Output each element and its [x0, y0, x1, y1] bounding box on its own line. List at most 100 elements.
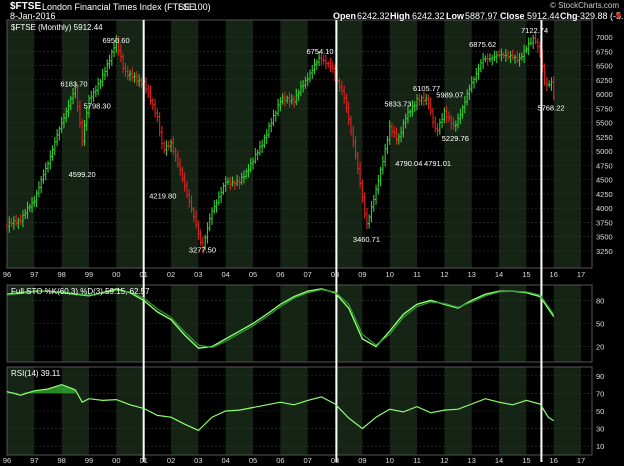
y-tick-label: 6500 — [596, 62, 613, 71]
price-annotation: 5768.22 — [537, 103, 564, 112]
y-tick-label: 5500 — [596, 119, 613, 128]
x-tick-label: 09 — [358, 270, 366, 279]
rsi-overbought-fill — [7, 384, 76, 394]
rsi-panel-title: RSI(14) 39.11 — [11, 369, 61, 378]
stochastic-panel-title: Full STO %K(60,3) %D(3) 59.15, 62.57 — [11, 287, 150, 296]
x-tick-label-bottom: 17 — [577, 456, 585, 465]
high-value: 6242.32 — [412, 11, 445, 21]
low-label: Low — [446, 11, 464, 21]
price-annotation: 6754.10 — [306, 47, 333, 56]
x-tick-label: 01 — [140, 270, 148, 279]
x-tick-label-bottom: 06 — [276, 456, 284, 465]
y-tick-label: 5250 — [596, 133, 613, 142]
y-tick-label: 4250 — [596, 190, 613, 199]
symbol-label: $FTSE — [10, 1, 42, 12]
price-annotation: 6183.70 — [60, 80, 87, 89]
price-annotation: 5798.30 — [84, 102, 111, 111]
down-arrow-icon: ▼ — [614, 11, 623, 21]
price-panel-title: $FTSE (Monthly) 5912.44 — [11, 23, 103, 32]
year-band — [7, 20, 35, 268]
rsi-line — [6, 383, 555, 432]
close-label: Close — [500, 11, 525, 21]
x-tick-label-bottom: 97 — [30, 456, 38, 465]
x-tick-label: 08 — [331, 270, 339, 279]
y-tick-label: 20 — [596, 343, 604, 352]
price-annotation: 6950.60 — [103, 36, 130, 45]
x-tick-label: 06 — [276, 270, 284, 279]
x-tick-label: 03 — [194, 270, 202, 279]
y-tick-label: 6250 — [596, 76, 613, 85]
price-annotation: 4599.20 — [69, 170, 96, 179]
y-tick-label: 10 — [596, 442, 604, 451]
year-band — [553, 20, 582, 268]
x-tick-label-bottom: 01 — [140, 456, 148, 465]
x-tick-label: 10 — [386, 270, 394, 279]
x-tick-label-bottom: 11 — [413, 456, 421, 465]
open-label: Open — [333, 11, 357, 21]
x-tick-label-bottom: 15 — [522, 456, 530, 465]
price-annotation: 4790.04 — [395, 159, 422, 168]
y-tick-label: 6750 — [596, 47, 613, 56]
y-tick-label: 5000 — [596, 147, 613, 156]
x-tick-label-bottom: 07 — [304, 456, 312, 465]
open-value: 6242.32 — [357, 11, 390, 21]
y-tick-label: 4000 — [596, 204, 613, 213]
x-tick-label: 12 — [440, 270, 448, 279]
x-tick-label-bottom: 99 — [85, 456, 93, 465]
x-tick-label: 15 — [522, 270, 530, 279]
y-tick-label: 5750 — [596, 104, 613, 113]
x-tick-label-bottom: 14 — [495, 456, 503, 465]
x-tick-label: 98 — [58, 270, 66, 279]
x-tick-label-bottom: 05 — [249, 456, 257, 465]
x-tick-label: 05 — [249, 270, 257, 279]
y-tick-label: 80 — [596, 296, 604, 305]
x-tick-label: 97 — [30, 270, 38, 279]
x-tick-label-bottom: 00 — [112, 456, 120, 465]
x-tick-label: 99 — [85, 270, 93, 279]
x-tick-label-bottom: 96 — [3, 456, 11, 465]
price-annotation: 4791.01 — [424, 159, 451, 168]
year-band — [280, 20, 308, 268]
price-annotation: 3460.71 — [353, 235, 380, 244]
y-tick-label: 3750 — [596, 218, 613, 227]
high-label: High — [390, 11, 410, 21]
y-tick-label: 30 — [596, 425, 604, 434]
price-annotation: 5229.76 — [442, 134, 469, 143]
panel-border — [6, 284, 593, 363]
year-band — [499, 20, 527, 268]
close-value: 5912.44 — [527, 11, 560, 21]
x-tick-label-bottom: 08 — [331, 456, 339, 465]
date-label: 8-Jan-2016 — [10, 11, 56, 21]
y-tick-label: 6000 — [596, 90, 613, 99]
y-tick-label: 4500 — [596, 176, 613, 185]
chg-label: Chg — [560, 11, 578, 21]
year-band — [389, 20, 418, 268]
x-tick-label: 16 — [550, 270, 558, 279]
price-annotation: 5833.73 — [384, 100, 411, 109]
x-tick-label: 11 — [413, 270, 421, 279]
year-band — [444, 20, 472, 268]
year-band — [335, 20, 363, 268]
year-band — [225, 20, 254, 268]
price-annotation: 3277.50 — [189, 245, 216, 254]
x-tick-label-bottom: 13 — [468, 456, 476, 465]
price-annotation: 4219.80 — [149, 192, 176, 201]
y-tick-label: 50 — [596, 320, 604, 329]
x-tick-label: 07 — [304, 270, 312, 279]
x-tick-label-bottom: 09 — [358, 456, 366, 465]
chg-value: -329.88 (-5.28%) — [577, 11, 624, 21]
watermark-label: © StockCharts.com — [550, 1, 620, 10]
x-tick-label: 14 — [495, 270, 503, 279]
x-tick-label-bottom: 16 — [550, 456, 558, 465]
exchange-label: LSE — [178, 2, 196, 12]
x-tick-label: 13 — [468, 270, 476, 279]
y-tick-label: 7000 — [596, 33, 613, 42]
x-tick-label-bottom: 12 — [440, 456, 448, 465]
y-tick-label: 3500 — [596, 233, 613, 242]
x-tick-label: 00 — [112, 270, 120, 279]
panel-border — [6, 366, 593, 456]
price-annotation: 5989.07 — [436, 91, 463, 100]
x-tick-label-bottom: 03 — [194, 456, 202, 465]
x-tick-label-bottom: 10 — [386, 456, 394, 465]
